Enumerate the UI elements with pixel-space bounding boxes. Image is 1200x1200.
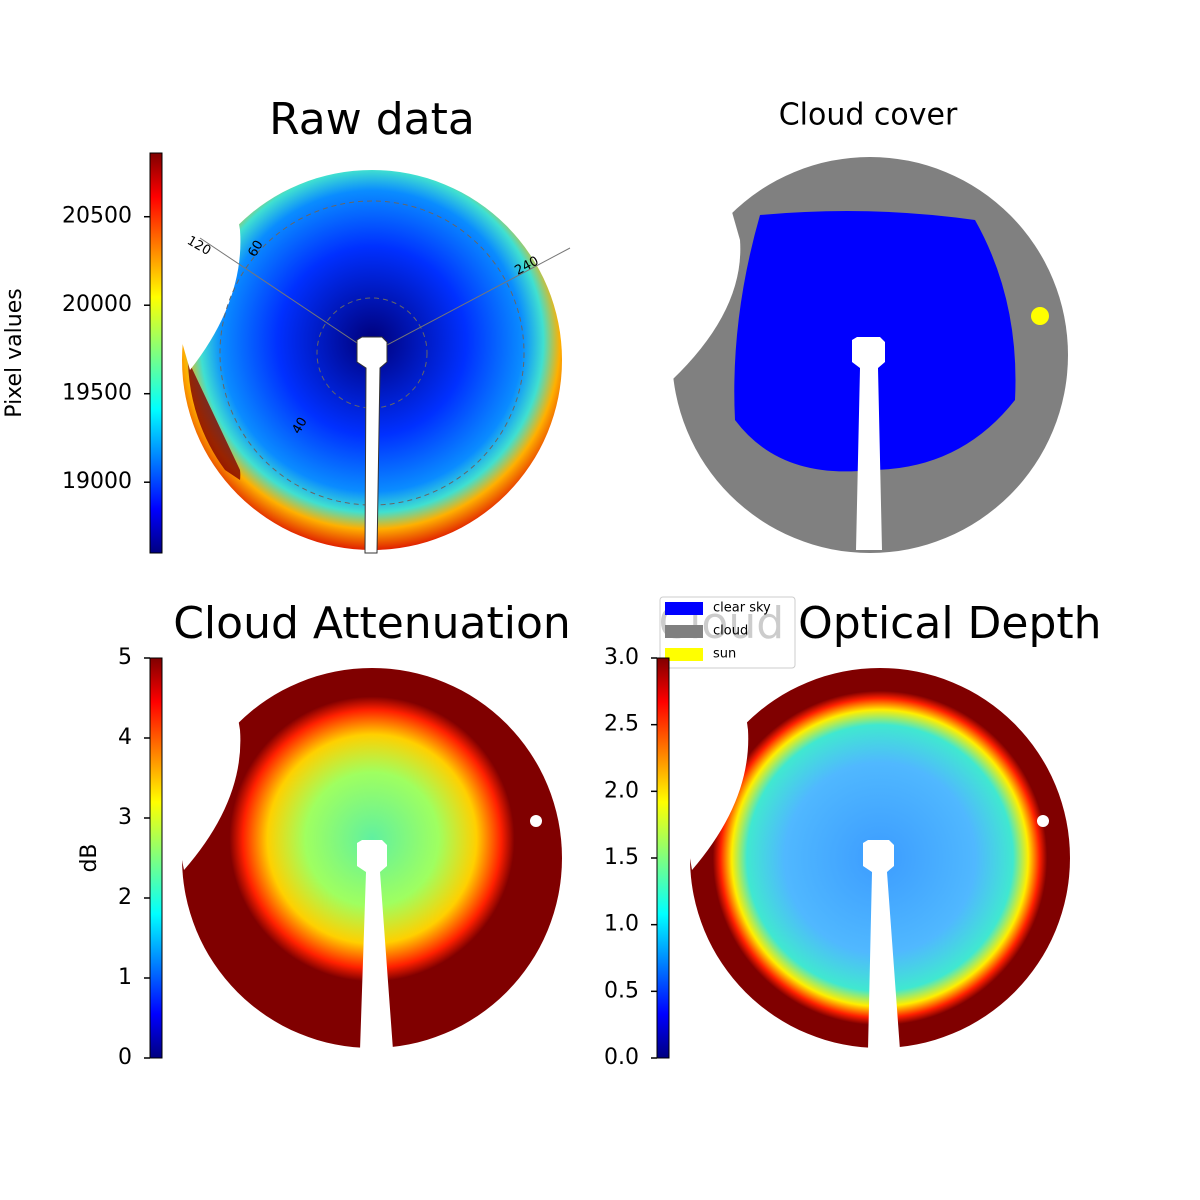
colorbar	[149, 657, 163, 1059]
chart-title: Cloud cover	[779, 98, 958, 133]
colorbar-tick-label: 2.0	[604, 778, 639, 803]
legend-swatch	[665, 602, 703, 615]
cloud-cover-image	[660, 157, 1068, 553]
polar-label: 40	[290, 415, 311, 437]
colorbar	[149, 152, 163, 554]
colorbar-tick-label: 4	[118, 725, 132, 750]
colorbar-tick-label: 3.0	[604, 645, 639, 670]
attenuation-image	[170, 668, 562, 1050]
colorbar-tick-label: 2	[118, 885, 132, 910]
colorbar-tick-label: 0	[118, 1045, 132, 1070]
colorbar-tick-label: 19000	[62, 469, 132, 494]
colorbar-label: dB	[77, 843, 102, 872]
colorbar-tick-label: 0.0	[604, 1045, 639, 1070]
colorbar	[656, 657, 670, 1059]
colorbar-label: Pixel values	[2, 288, 27, 417]
colorbar-tick-label: 3	[118, 805, 132, 830]
colorbar-tick-label: 20000	[62, 292, 132, 317]
legend-label: clear sky	[713, 601, 771, 616]
legend-swatch	[665, 625, 703, 638]
legend-label: sun	[713, 647, 736, 662]
raw-image	[170, 170, 571, 554]
colorbar-tick-label: 2.5	[604, 712, 639, 737]
chart-title: Cloud Attenuation	[173, 598, 571, 649]
legend-swatch	[665, 648, 703, 661]
colorbar-tick-label: 1.0	[604, 912, 639, 937]
colorbar-tick-label: 0.5	[604, 978, 639, 1003]
chart-title: Raw data	[269, 94, 475, 145]
colorbar-tick-label: 1	[118, 965, 132, 990]
optical-depth-image	[680, 668, 1070, 1050]
polar-label: 60	[246, 238, 267, 260]
colorbar-tick-label: 1.5	[604, 845, 639, 870]
legend-label: cloud	[713, 624, 748, 639]
colorbar-tick-label: 20500	[62, 204, 132, 229]
colorbar-tick-label: 19500	[62, 381, 132, 406]
colorbar-tick-label: 5	[118, 645, 132, 670]
